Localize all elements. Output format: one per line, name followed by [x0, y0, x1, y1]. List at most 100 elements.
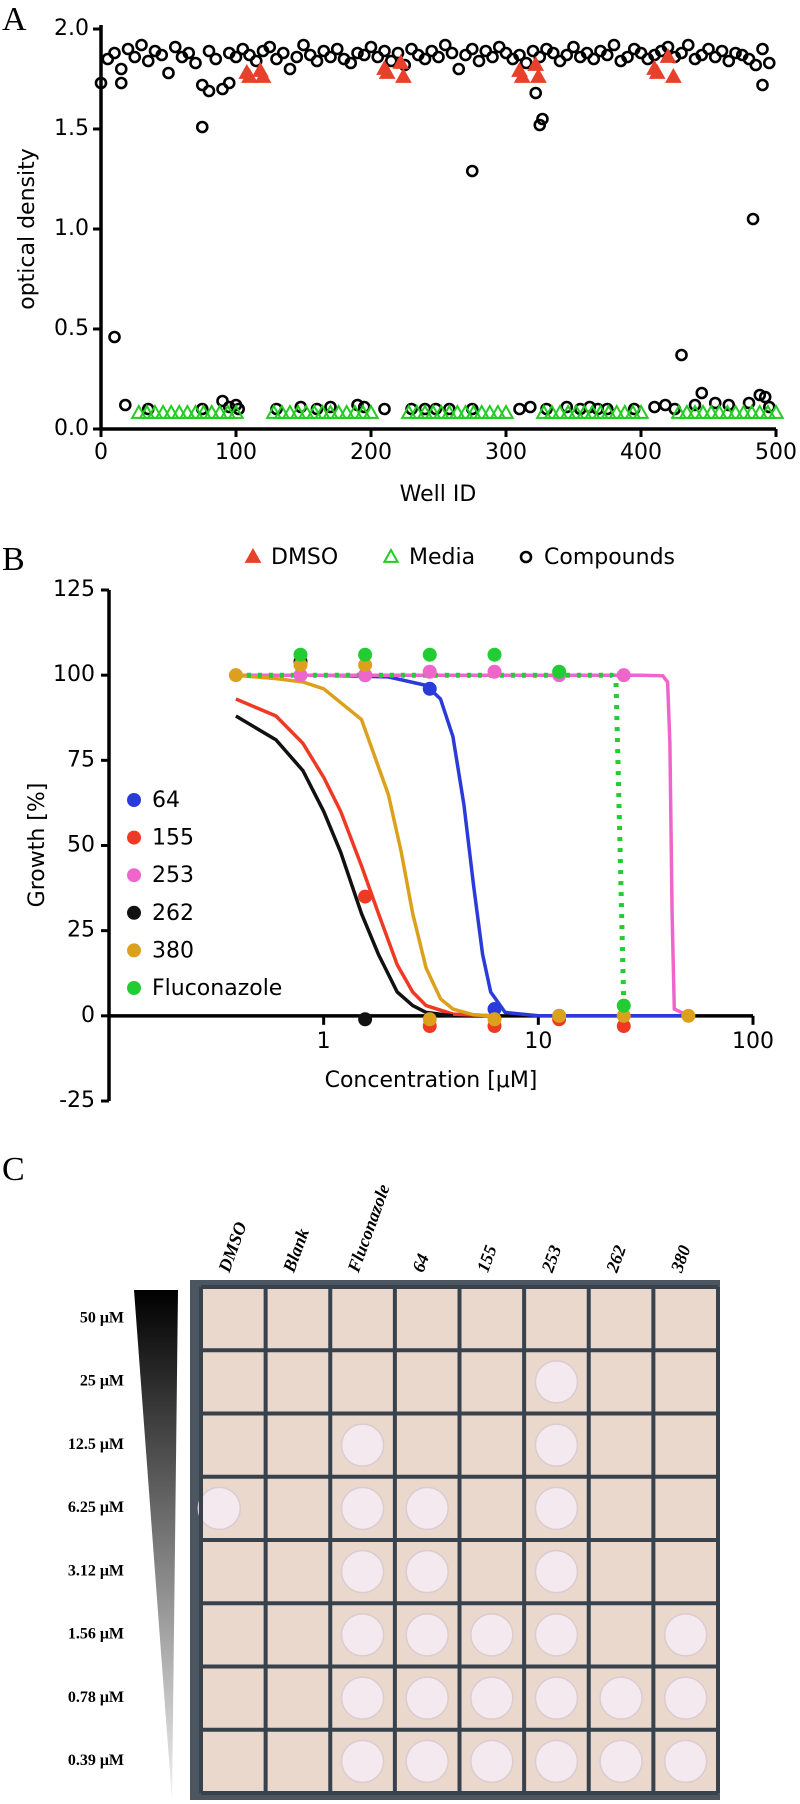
legend-label: 64 [152, 788, 180, 813]
point [487, 664, 502, 679]
point [481, 403, 499, 419]
point [179, 403, 196, 419]
panel-letter: B [2, 541, 25, 578]
point [584, 403, 601, 419]
point [600, 48, 614, 62]
point [273, 403, 291, 419]
fit-curve [235, 672, 630, 1017]
y-tick-label: 75 [67, 747, 95, 772]
point [465, 164, 479, 178]
point [108, 46, 121, 60]
point [529, 86, 543, 100]
point [422, 664, 437, 679]
point [457, 403, 474, 419]
point [297, 403, 315, 419]
colony [599, 1739, 643, 1784]
colony [534, 1360, 579, 1404]
column-label: 380 [666, 1243, 694, 1276]
point [211, 403, 229, 419]
point [395, 67, 412, 83]
point [422, 1012, 437, 1027]
point [254, 67, 272, 83]
colony [340, 1549, 385, 1594]
y-tick-label: 125 [53, 577, 95, 602]
point [560, 400, 574, 414]
point [497, 403, 515, 419]
point [607, 38, 621, 52]
point [559, 403, 577, 419]
column-label: 262 [602, 1243, 630, 1276]
column-label: 64 [408, 1251, 433, 1275]
colony [340, 1739, 385, 1784]
point [330, 403, 347, 419]
colony [405, 1486, 449, 1531]
point [114, 76, 128, 90]
point [686, 403, 704, 419]
point [742, 396, 756, 410]
point [338, 403, 356, 419]
point [719, 403, 736, 419]
point [758, 390, 772, 404]
point [358, 1012, 373, 1027]
y-tick-label: 1.0 [54, 216, 89, 241]
point [330, 42, 344, 56]
point [489, 403, 507, 419]
point [473, 403, 491, 419]
row-label: 3.12 μM [68, 1562, 124, 1579]
fit-curve [235, 697, 491, 1018]
point [324, 400, 337, 414]
point [567, 403, 585, 419]
point [616, 668, 631, 683]
point [400, 403, 418, 419]
colony [405, 1676, 449, 1720]
column-label: DMSO [214, 1219, 251, 1276]
x-axis-label: Well ID [400, 482, 477, 507]
point [751, 403, 769, 419]
point [756, 78, 769, 92]
point [422, 681, 437, 696]
legend-marker [127, 905, 141, 920]
point [229, 50, 243, 64]
point [587, 52, 601, 66]
panel-letter: A [2, 1, 27, 38]
point [432, 50, 445, 64]
point [168, 40, 182, 54]
point [513, 67, 531, 83]
point [756, 42, 769, 56]
point [283, 62, 297, 76]
point [648, 400, 661, 414]
point [358, 668, 373, 683]
point [546, 46, 560, 60]
point [293, 657, 308, 672]
y-tick-label: 1.5 [54, 116, 89, 141]
point [621, 50, 634, 64]
point [378, 63, 396, 79]
point [560, 48, 574, 62]
point [487, 647, 502, 662]
point [154, 403, 172, 419]
colony [405, 1549, 449, 1594]
point [297, 38, 310, 52]
point [346, 403, 364, 419]
point [219, 403, 237, 419]
point [743, 403, 761, 419]
point [263, 40, 277, 54]
point [722, 54, 736, 68]
x-tick-label: 0 [94, 440, 108, 465]
point [162, 66, 175, 80]
point [130, 403, 148, 419]
point [358, 889, 373, 904]
point [162, 403, 180, 419]
point [202, 84, 216, 98]
point [138, 403, 156, 419]
point [694, 403, 712, 419]
point [362, 403, 380, 419]
point [735, 403, 752, 419]
legend-label: 155 [152, 826, 194, 851]
panel-letter: C [2, 1151, 25, 1188]
point [293, 668, 308, 683]
x-tick-label: 100 [732, 1029, 774, 1054]
point [727, 403, 744, 419]
x-tick-label: 100 [215, 440, 257, 465]
point [715, 44, 729, 58]
